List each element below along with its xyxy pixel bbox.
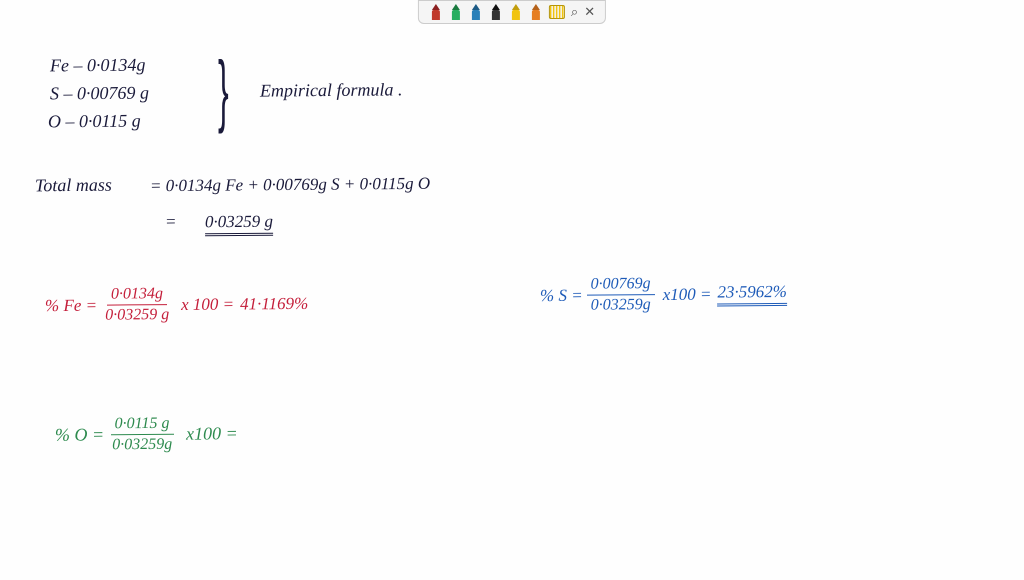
pen-toolbar: ⌕ ✕ bbox=[418, 0, 606, 24]
percent-o-den: 0·03259g bbox=[108, 435, 176, 455]
percent-s-num: 0·00769g bbox=[586, 275, 654, 296]
percent-s: % S = 0·00769g 0·03259g x100 = 23·5962% bbox=[540, 274, 787, 315]
percent-fe: % Fe = 0·0134g 0·03259 g x 100 = 41·1169… bbox=[45, 284, 309, 325]
percent-s-times: x100 = bbox=[663, 284, 712, 304]
percent-s-den: 0·03259g bbox=[587, 295, 655, 315]
total-mass-result: 0·03259 g bbox=[205, 212, 273, 237]
empirical-label: Empirical formula . bbox=[260, 79, 403, 101]
percent-o: % O = 0·0115 g 0·03259g x100 = bbox=[55, 414, 238, 455]
given-fe: Fe – 0·0134g bbox=[50, 55, 146, 77]
percent-o-times: x100 = bbox=[186, 423, 238, 444]
ruler-icon[interactable] bbox=[549, 5, 565, 19]
pen-yellow-icon[interactable] bbox=[509, 4, 523, 20]
brace-icon: } bbox=[218, 50, 229, 130]
given-s: S – 0·00769 g bbox=[50, 83, 149, 105]
total-mass-value: 0·03259 g bbox=[205, 212, 273, 237]
percent-o-label: % O = bbox=[55, 424, 104, 445]
percent-fe-label: % Fe = bbox=[45, 295, 97, 315]
pen-green-icon[interactable] bbox=[449, 4, 463, 20]
percent-s-result: 23·5962% bbox=[717, 281, 787, 306]
pen-black-icon[interactable] bbox=[489, 4, 503, 20]
given-o: O – 0·0115 g bbox=[48, 111, 141, 133]
pen-blue-icon[interactable] bbox=[469, 4, 483, 20]
pen-red-icon[interactable] bbox=[429, 4, 443, 20]
search-icon[interactable]: ⌕ bbox=[571, 4, 578, 20]
pen-orange-icon[interactable] bbox=[529, 4, 543, 20]
total-mass-expr: = 0·0134g Fe + 0·00769g S + 0·0115g O bbox=[150, 174, 430, 196]
total-mass-eq: = bbox=[165, 212, 177, 232]
percent-fe-num: 0·0134g bbox=[107, 285, 167, 306]
percent-fe-den: 0·03259 g bbox=[101, 305, 173, 325]
percent-fe-fraction: 0·0134g 0·03259 g bbox=[101, 285, 173, 325]
percent-s-label: % S = bbox=[540, 285, 583, 305]
percent-s-fraction: 0·00769g 0·03259g bbox=[586, 275, 654, 315]
percent-fe-result: 41·1169% bbox=[240, 293, 308, 314]
percent-o-num: 0·0115 g bbox=[111, 415, 174, 436]
percent-o-fraction: 0·0115 g 0·03259g bbox=[108, 415, 176, 455]
percent-fe-times: x 100 = bbox=[181, 294, 234, 314]
total-mass-label: Total mass bbox=[35, 175, 112, 197]
close-icon[interactable]: ✕ bbox=[584, 4, 595, 20]
